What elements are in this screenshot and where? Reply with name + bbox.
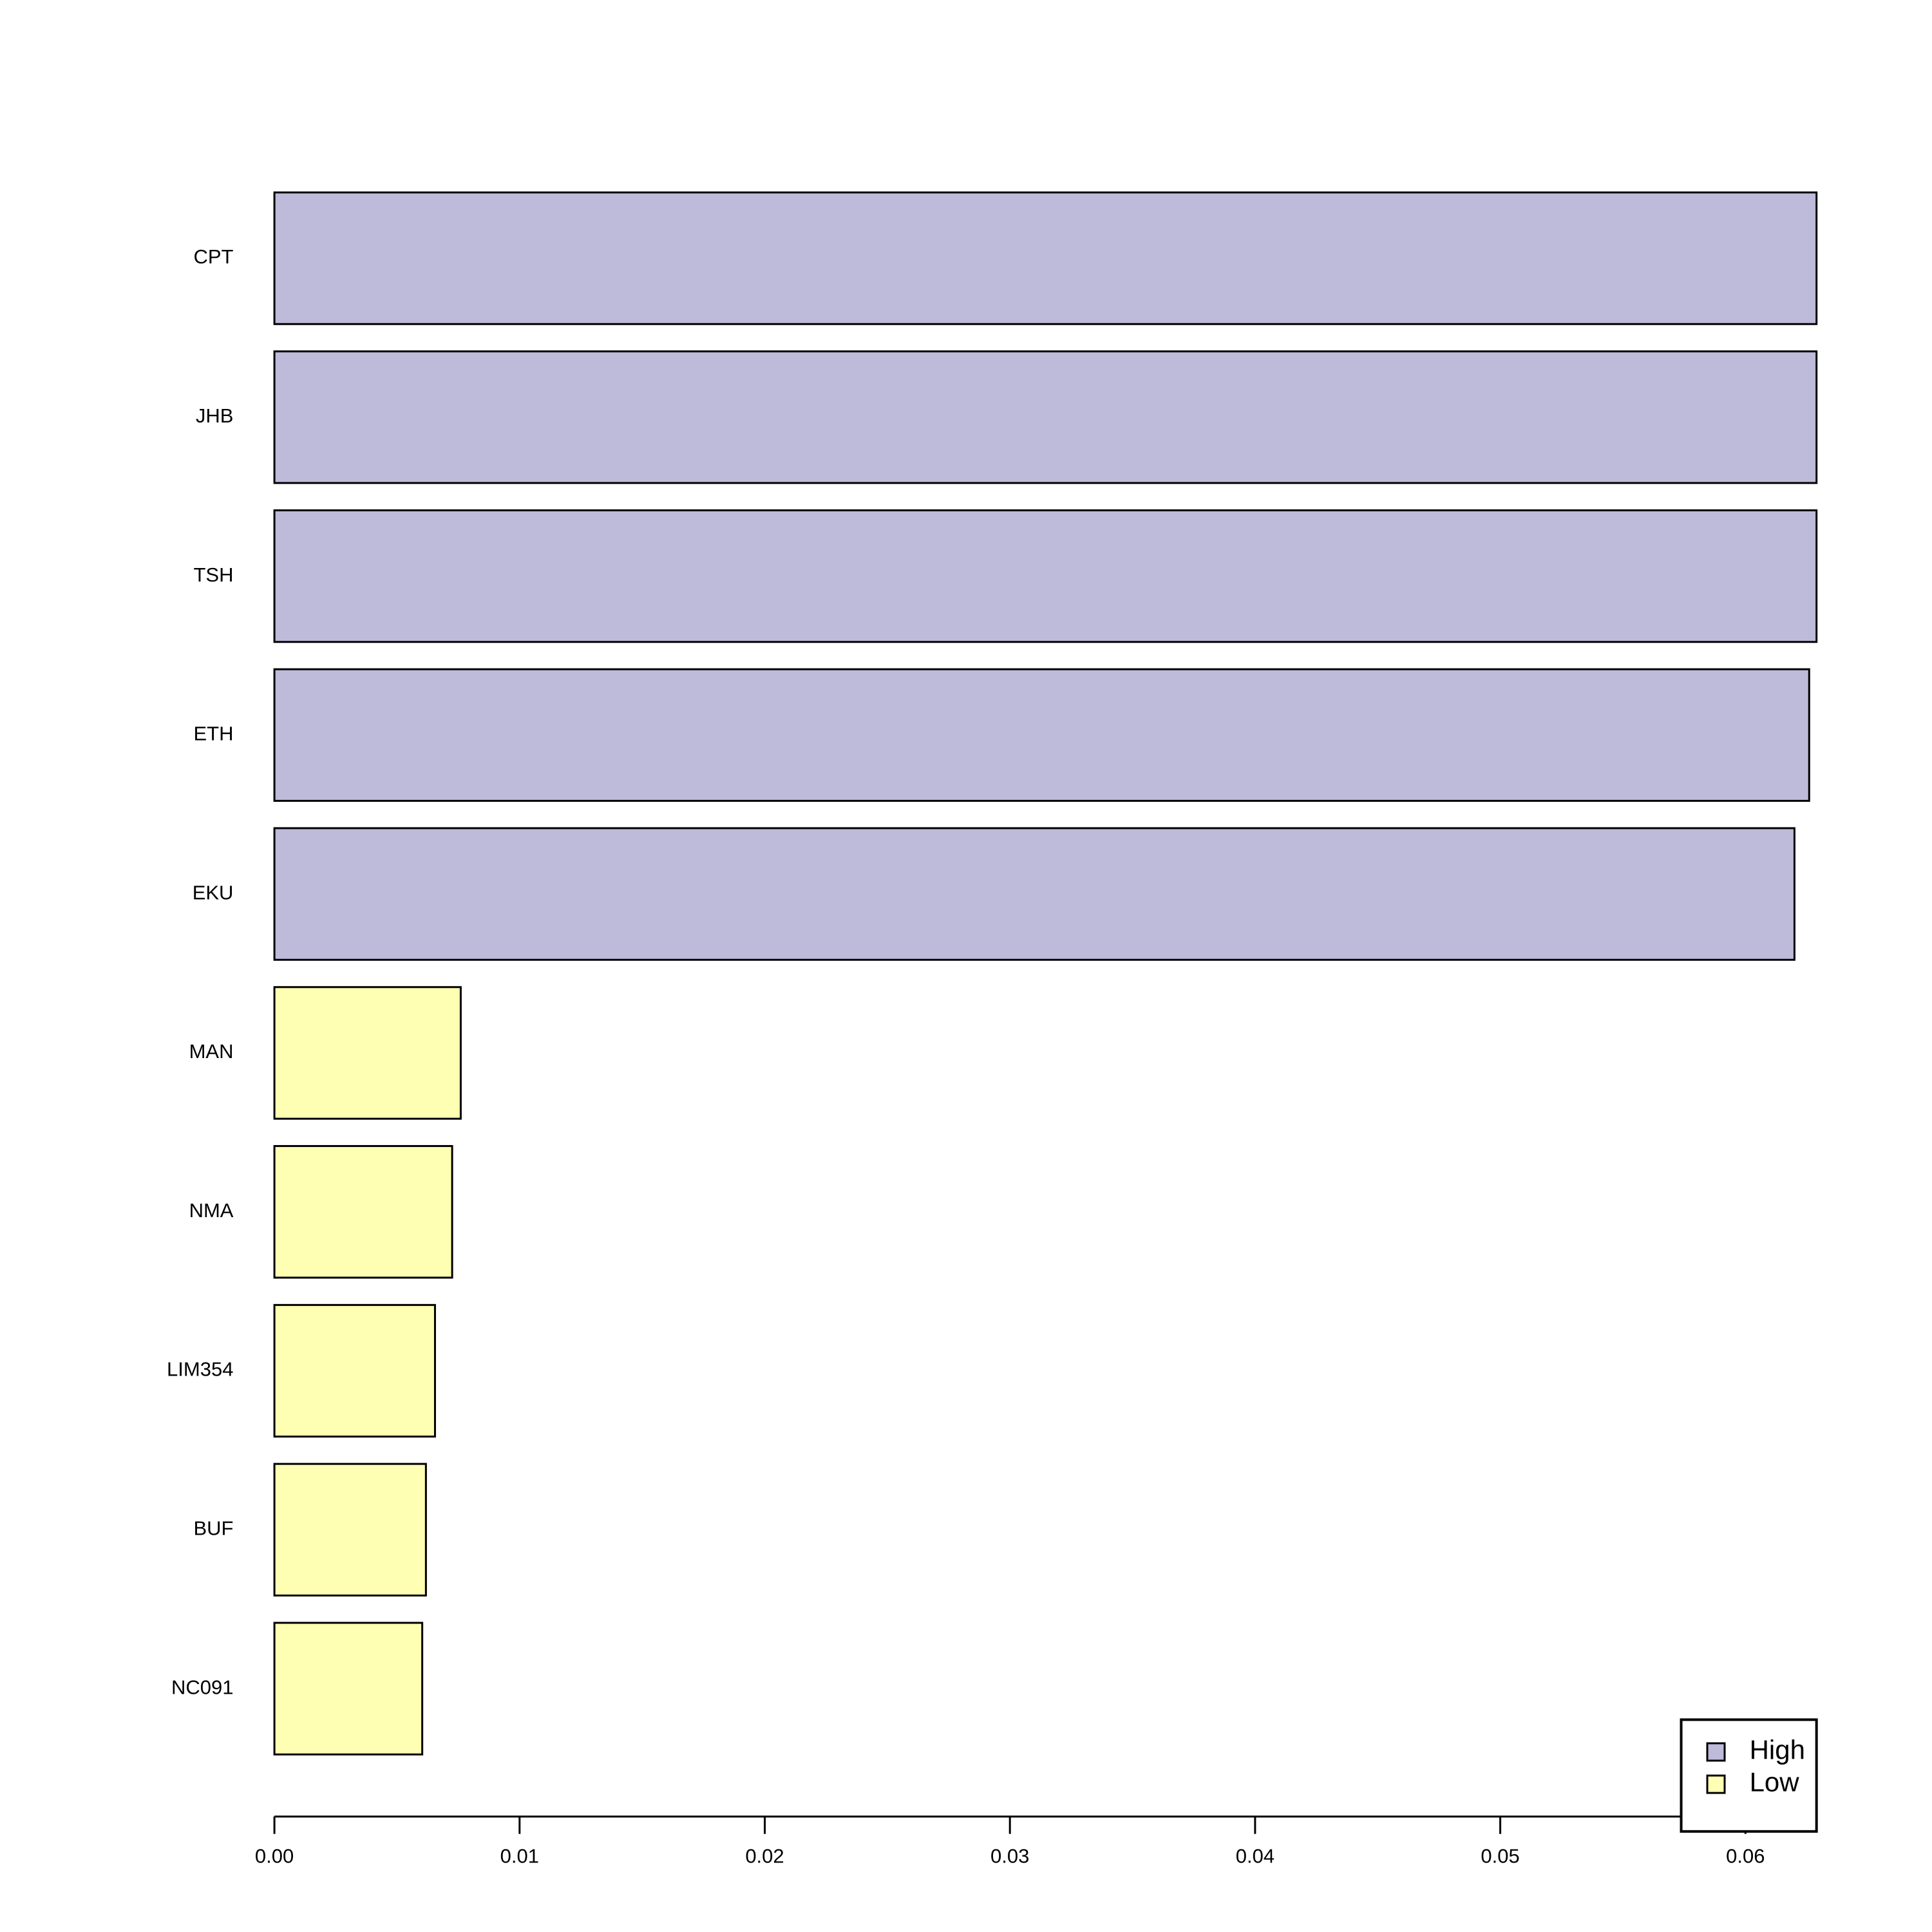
y-tick-label: CPT <box>193 245 233 268</box>
y-tick-label: MAN <box>189 1040 234 1063</box>
y-tick-label: LIM354 <box>167 1358 233 1381</box>
bar <box>273 350 1818 484</box>
legend-label: Low <box>1750 1767 1800 1797</box>
y-tick-label: EKU <box>193 881 234 904</box>
y-tick-label: NC091 <box>171 1676 234 1698</box>
legend-box <box>1680 1718 1818 1833</box>
x-tick-label: 0.06 <box>1726 1845 1765 1868</box>
bar <box>273 1145 453 1279</box>
bar <box>273 509 1818 643</box>
x-tick-label: 0.04 <box>1236 1845 1274 1868</box>
y-tick-label: ETH <box>193 723 233 745</box>
bar <box>273 191 1818 325</box>
x-tick-label: 0.00 <box>255 1845 294 1868</box>
bar <box>273 668 1810 802</box>
y-tick-label: BUF <box>193 1517 233 1540</box>
legend-label: High <box>1750 1735 1805 1765</box>
x-tick-label: 0.02 <box>745 1845 784 1868</box>
legend-swatch <box>1706 1774 1726 1794</box>
y-tick-label: TSH <box>193 564 233 586</box>
legend-swatch <box>1706 1742 1726 1762</box>
bar <box>273 986 462 1120</box>
bar <box>273 1622 424 1756</box>
bar <box>273 827 1795 961</box>
y-tick-label: JHB <box>196 404 234 427</box>
bar <box>273 1463 427 1597</box>
y-tick-label: NMA <box>189 1199 234 1222</box>
x-tick-label: 0.01 <box>500 1845 539 1868</box>
x-tick-label: 0.03 <box>990 1845 1029 1868</box>
x-tick-label: 0.05 <box>1481 1845 1519 1868</box>
bar <box>273 1303 436 1438</box>
